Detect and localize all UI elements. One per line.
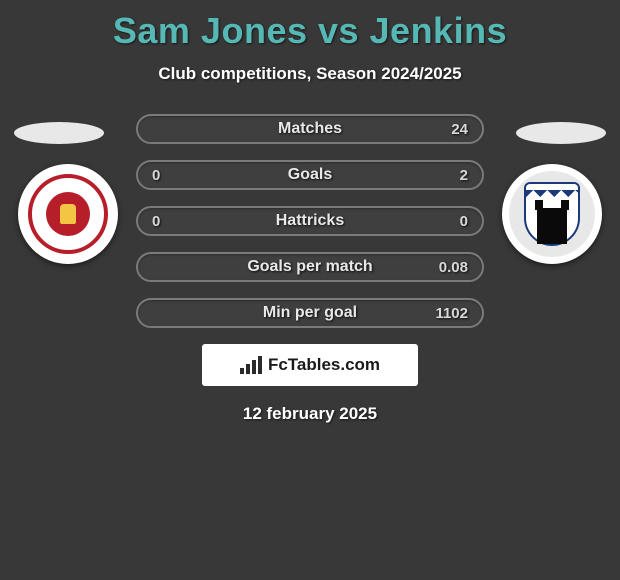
stat-value-right: 24 xyxy=(451,121,468,138)
page-subtitle: Club competitions, Season 2024/2025 xyxy=(0,64,620,84)
stat-row: 0Goals2 xyxy=(136,160,484,190)
stat-label: Goals per match xyxy=(138,258,482,276)
stat-value-left: 0 xyxy=(152,213,160,230)
chevron-icon xyxy=(526,190,578,204)
stat-value-left: 0 xyxy=(152,167,160,184)
badge-inner-icon xyxy=(509,171,595,257)
club-badge-left xyxy=(18,164,118,264)
stat-rows: Matches240Goals20Hattricks0Goals per mat… xyxy=(136,114,484,328)
stat-value-right: 0.08 xyxy=(439,259,468,276)
badge-center-icon xyxy=(46,192,90,236)
stat-label: Hattricks xyxy=(138,212,482,230)
stat-label: Matches xyxy=(138,120,482,138)
comparison-area: Matches240Goals20Hattricks0Goals per mat… xyxy=(0,114,620,328)
club-badge-right xyxy=(502,164,602,264)
castle-icon xyxy=(537,208,567,244)
stat-row: Matches24 xyxy=(136,114,484,144)
shield-icon xyxy=(524,182,580,246)
footer-date: 12 february 2025 xyxy=(0,404,620,424)
bar-chart-icon xyxy=(240,356,262,374)
watermark: FcTables.com xyxy=(202,344,418,386)
stat-value-right: 2 xyxy=(460,167,468,184)
stat-row: 0Hattricks0 xyxy=(136,206,484,236)
badge-ring-icon xyxy=(28,174,108,254)
stat-row: Min per goal1102 xyxy=(136,298,484,328)
shadow-ellipse-right xyxy=(516,122,606,144)
shadow-ellipse-left xyxy=(14,122,104,144)
stat-value-right: 0 xyxy=(460,213,468,230)
stat-label: Goals xyxy=(138,166,482,184)
watermark-text: FcTables.com xyxy=(268,355,380,375)
page-title: Sam Jones vs Jenkins xyxy=(0,0,620,52)
stat-value-right: 1102 xyxy=(435,305,468,322)
stat-label: Min per goal xyxy=(138,304,482,322)
stat-row: Goals per match0.08 xyxy=(136,252,484,282)
